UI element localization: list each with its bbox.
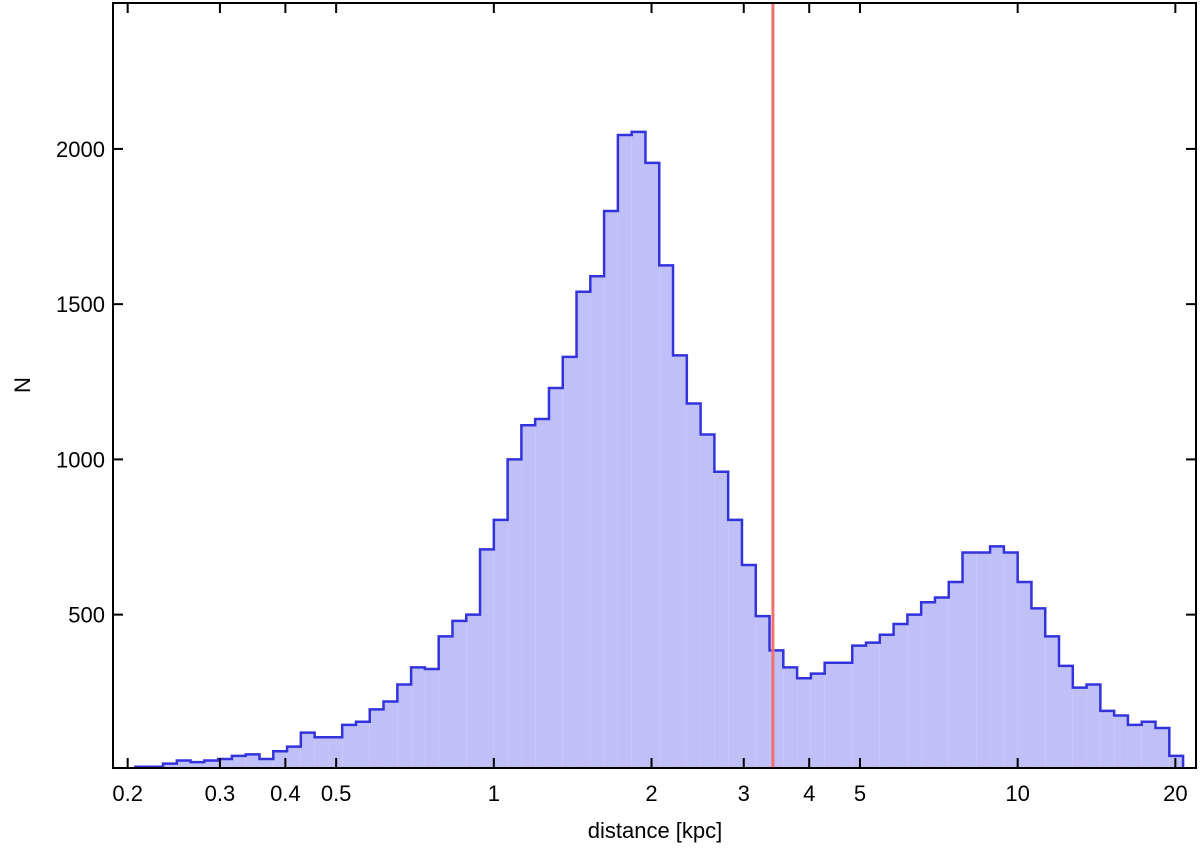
bar	[163, 763, 177, 768]
bar	[1072, 687, 1087, 768]
bar	[1100, 710, 1115, 768]
bar	[810, 673, 825, 768]
bar	[1141, 721, 1156, 768]
bar	[879, 634, 894, 768]
bar	[424, 668, 439, 768]
bar	[1003, 552, 1018, 768]
bar	[755, 616, 770, 768]
bar	[355, 721, 370, 768]
bar	[907, 614, 922, 768]
bar	[342, 724, 356, 768]
y-tick-label: 2000	[56, 137, 105, 162]
bar	[866, 642, 880, 768]
bar	[590, 276, 605, 768]
bar	[934, 597, 949, 768]
bar	[300, 732, 315, 768]
plot-area	[113, 3, 1185, 768]
bar	[204, 760, 219, 768]
bar	[562, 356, 577, 768]
bar	[231, 755, 246, 768]
bar	[493, 519, 508, 768]
x-tick-label: 3	[738, 781, 750, 806]
bar	[452, 620, 467, 768]
bar	[1059, 665, 1073, 768]
x-tick-label: 0.3	[205, 781, 236, 806]
bar	[976, 552, 991, 768]
bar	[1045, 636, 1060, 768]
bar	[797, 678, 811, 768]
x-tick-label: 2	[645, 781, 657, 806]
bar	[273, 751, 288, 768]
plot-frame	[112, 2, 1197, 769]
y-axis-label: N	[10, 377, 35, 393]
bar	[328, 737, 343, 768]
step-outline	[113, 130, 1185, 768]
bar	[245, 754, 260, 768]
bar	[824, 662, 839, 768]
x-tick-label: 20	[1163, 781, 1187, 806]
x-tick-label: 1	[488, 781, 500, 806]
bar	[1031, 608, 1046, 768]
y-tick-label: 500	[68, 603, 105, 628]
bar	[411, 667, 425, 768]
bar	[287, 746, 301, 768]
bar	[190, 762, 205, 768]
bar	[535, 419, 549, 768]
y-tick-label: 1500	[56, 292, 105, 317]
bar	[659, 265, 674, 768]
bar	[686, 403, 701, 768]
bar	[604, 211, 618, 768]
x-tick-label: 0.2	[112, 781, 143, 806]
bar	[548, 387, 563, 768]
x-tick-label: 5	[854, 781, 866, 806]
bar	[521, 425, 536, 768]
bar	[741, 564, 756, 768]
bar	[383, 701, 398, 768]
bar	[700, 434, 715, 768]
bar	[1155, 727, 1170, 768]
bar	[480, 549, 494, 768]
x-tick-label: 4	[803, 781, 815, 806]
bar	[576, 291, 591, 768]
bar	[728, 519, 742, 768]
bar	[369, 709, 384, 768]
bar	[314, 737, 329, 768]
bar	[397, 684, 412, 768]
bar	[466, 614, 481, 768]
bar	[176, 760, 191, 768]
bar	[673, 355, 687, 768]
bar	[218, 758, 232, 768]
bar	[852, 645, 867, 768]
bar	[1086, 684, 1101, 768]
bar	[962, 552, 977, 768]
bar	[631, 131, 646, 768]
x-tick-label: 0.5	[321, 781, 352, 806]
bar	[1127, 724, 1142, 768]
bar	[1114, 715, 1128, 768]
bar	[438, 636, 453, 768]
bar	[714, 471, 729, 768]
bar	[617, 134, 632, 768]
bar	[990, 546, 1004, 768]
bar	[838, 662, 853, 768]
y-tick-label: 1000	[56, 447, 105, 472]
bar	[893, 623, 908, 768]
bar	[259, 758, 274, 768]
x-tick-label: 0.4	[270, 781, 301, 806]
bar	[783, 667, 798, 768]
bar	[507, 459, 522, 768]
bar	[948, 582, 963, 768]
bar	[645, 162, 660, 768]
bar	[1017, 582, 1032, 768]
x-axis-label: distance [kpc]	[588, 818, 723, 843]
bar	[921, 602, 935, 768]
x-tick-label: 10	[1005, 781, 1029, 806]
